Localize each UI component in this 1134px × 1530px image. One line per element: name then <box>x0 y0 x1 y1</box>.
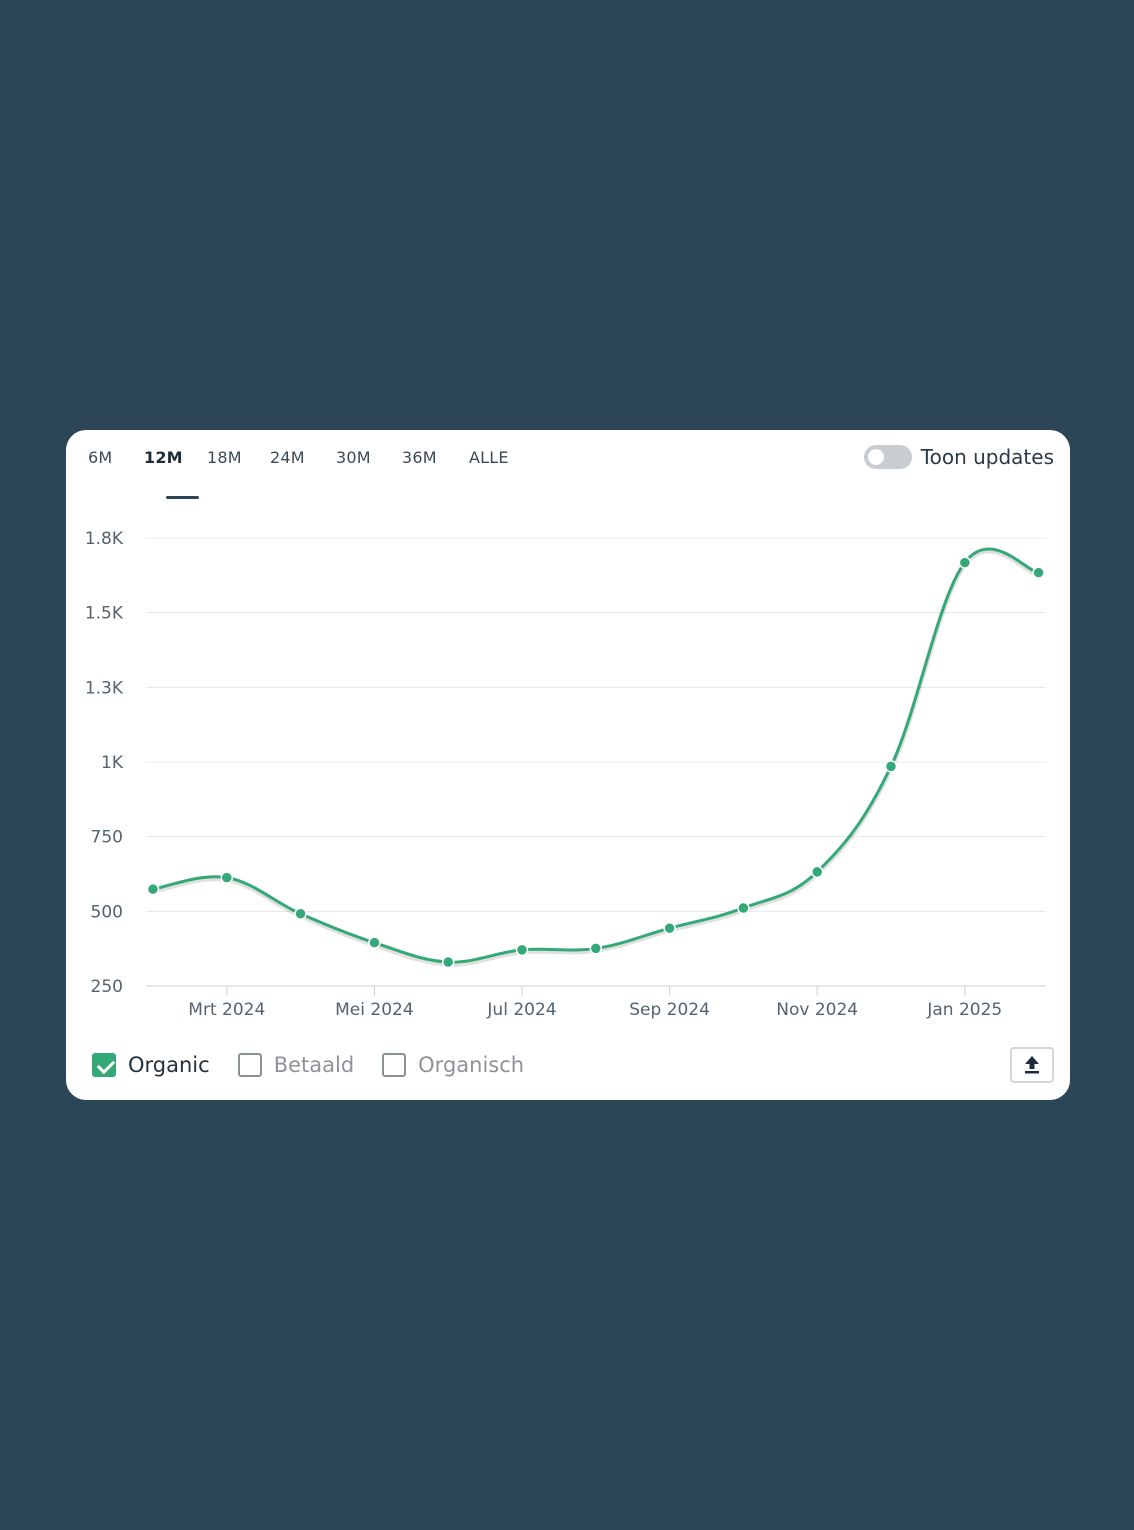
x-tick-label: Jan 2025 <box>926 1000 1002 1020</box>
data-point[interactable] <box>589 942 603 955</box>
data-point[interactable] <box>884 760 898 773</box>
export-button[interactable] <box>1010 1047 1054 1083</box>
line-chart: 250 500 750 1K 1.3K 1.5K 1.8K Mrt 2024 Mei 2024… <box>85 529 1046 1020</box>
betaald-checkbox[interactable] <box>237 1053 262 1077</box>
data-point[interactable] <box>737 901 750 915</box>
legend-label-organisch: Organisch <box>418 1053 525 1077</box>
organisch-checkbox[interactable] <box>382 1053 407 1077</box>
toon-updates-label: Toon updates <box>920 445 1054 469</box>
tab-alle[interactable]: ALLE <box>469 448 509 467</box>
legend-item-organic[interactable]: Organic <box>92 1053 210 1077</box>
traffic-chart-card: 6M 12M 18M 24M 30M 36M ALLE Toon updates… <box>66 430 1070 1100</box>
data-point[interactable] <box>810 865 824 879</box>
tab-18m[interactable]: 18M <box>207 448 242 467</box>
series-line-organic <box>152 547 1040 964</box>
tab-36m[interactable]: 36M <box>402 448 437 467</box>
legend-label-betaald: Betaald <box>273 1053 355 1077</box>
x-tick-label: Sep 2024 <box>629 1000 710 1020</box>
data-point[interactable] <box>294 907 307 920</box>
data-point[interactable] <box>441 955 455 969</box>
y-tick-label: 250 <box>91 977 123 997</box>
legend-item-organisch[interactable]: Organisch <box>382 1053 524 1077</box>
tab-30m[interactable]: 30M <box>336 448 371 467</box>
toggle-knob <box>867 449 884 465</box>
tab-12m[interactable]: 12M <box>144 448 183 467</box>
data-point[interactable] <box>1032 566 1045 579</box>
data-point[interactable] <box>220 871 234 884</box>
y-tick-label: 1K <box>101 753 124 773</box>
x-tick-label: Mei 2024 <box>335 1000 414 1020</box>
data-point[interactable] <box>146 882 160 896</box>
legend-label-organic: Organic <box>128 1053 210 1077</box>
data-point[interactable] <box>515 943 529 957</box>
toon-updates-toggle[interactable] <box>863 445 912 469</box>
y-tick-label: 750 <box>91 828 123 848</box>
data-point[interactable] <box>663 921 676 935</box>
data-point[interactable] <box>368 936 381 949</box>
y-tick-label: 1.3K <box>85 678 124 698</box>
y-tick-label: 500 <box>91 902 123 922</box>
organic-checkbox[interactable] <box>92 1053 116 1077</box>
y-tick-label: 1.5K <box>85 604 124 624</box>
x-tick-label: Nov 2024 <box>776 1000 858 1020</box>
x-tick-label: Jul 2024 <box>486 1000 556 1020</box>
tab-6m[interactable]: 6M <box>88 448 113 467</box>
tab-24m[interactable]: 24M <box>270 448 305 467</box>
chart-legend: Organic Betaald Organisch <box>92 1050 552 1080</box>
data-point[interactable] <box>958 556 972 569</box>
x-tick-label: Mrt 2024 <box>188 1000 265 1020</box>
active-tab-indicator <box>166 496 199 499</box>
upload-icon <box>1025 1056 1039 1074</box>
y-tick-label: 1.8K <box>85 529 124 549</box>
toon-updates-control: Toon updates <box>863 443 1054 471</box>
legend-item-betaald[interactable]: Betaald <box>237 1053 355 1077</box>
